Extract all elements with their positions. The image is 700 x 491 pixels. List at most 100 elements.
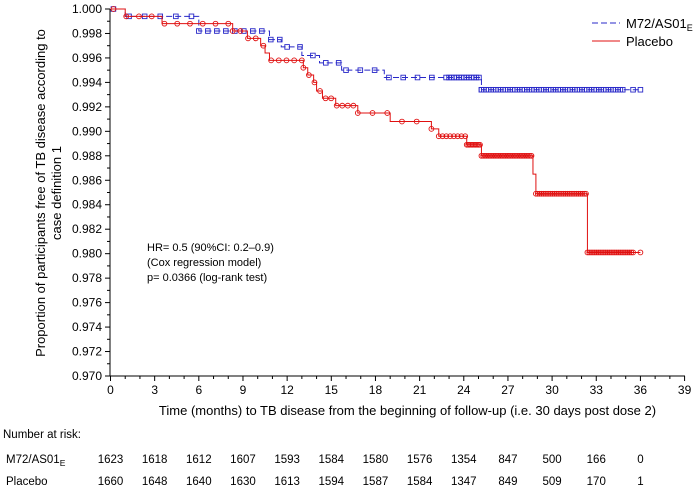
legend-label-subscript: E (687, 23, 693, 33)
censor-mark (252, 35, 259, 42)
censor-mark (343, 67, 349, 73)
censor-mark (564, 190, 571, 197)
censor-mark (588, 249, 594, 256)
legend-label-name: Placebo (626, 34, 673, 49)
censor-mark (275, 57, 282, 64)
censor-mark (620, 86, 626, 93)
risk-count: 1 (637, 476, 643, 488)
censor-mark (399, 118, 405, 125)
censor-mark (560, 190, 567, 197)
censor-mark (533, 190, 539, 197)
legend-label: Placebo (626, 34, 673, 49)
censor-mark (476, 74, 482, 81)
censor-mark (583, 190, 589, 197)
censor-mark (443, 74, 449, 81)
censor-mark (335, 60, 342, 66)
x-tick-label: 18 (369, 383, 383, 397)
y-tick-label: 0.986 (72, 173, 102, 187)
censor-mark (333, 102, 340, 109)
censor-mark (260, 42, 267, 49)
censor-mark (613, 249, 620, 256)
x-tick-label: 33 (590, 383, 604, 397)
risk-count: 1347 (451, 476, 477, 488)
censor-mark (212, 20, 219, 27)
censor-mark (553, 190, 560, 197)
censor-mark (630, 249, 636, 256)
censor-mark (599, 249, 605, 256)
censor-mark (622, 249, 629, 256)
censor-mark (590, 249, 596, 256)
censor-mark (593, 249, 600, 256)
censor-mark (344, 102, 351, 109)
censor-mark (538, 190, 545, 197)
censor-mark (322, 95, 329, 102)
censor-mark (562, 190, 569, 197)
y-axis-title-line2: case definition 1 (49, 146, 64, 240)
censor-mark (245, 35, 251, 42)
y-tick-label: 0.982 (72, 222, 102, 236)
censor-mark (328, 95, 334, 102)
labels: 0.970 0.972 0.974 0.976 0.978 0.980 0.982 0.984… (33, 2, 692, 418)
censor-mark (400, 74, 406, 81)
censor-mark (617, 249, 624, 256)
censor-mark (371, 67, 378, 73)
risk-row-name: Placebo (6, 476, 48, 488)
censor-mark (579, 190, 586, 197)
risk-count: 1584 (407, 476, 433, 488)
censor-mark (443, 133, 450, 140)
censor-mark (250, 28, 256, 34)
x-tick-label: 6 (195, 383, 202, 397)
risk-count: 509 (543, 476, 562, 488)
censor-mark (188, 13, 195, 20)
censor-mark (477, 141, 483, 148)
censor-mark (546, 190, 552, 197)
censor-mark (581, 190, 587, 197)
censor-mark (570, 190, 576, 197)
censor-mark (339, 102, 346, 109)
risk-row-label: Placebo (6, 476, 48, 488)
censor-mark (123, 13, 130, 20)
series-placebo (110, 6, 644, 256)
censor-mark (323, 60, 329, 66)
censor-mark (575, 190, 582, 197)
censor-mark (608, 249, 615, 256)
censor-mark (136, 13, 142, 20)
risk-count: 1594 (319, 476, 345, 488)
censor-mark (354, 110, 361, 116)
censor-mark (299, 57, 305, 64)
censor-mark (621, 249, 627, 256)
risk-count: 1607 (230, 454, 256, 466)
censor-mark (628, 249, 635, 256)
risk-table: Number at risk: M72/AS01E 1623 1618 1612 1607… (3, 429, 644, 488)
censor-mark (551, 190, 558, 197)
censor-mark (311, 79, 318, 86)
x-tick-label: 36 (634, 383, 648, 397)
censor-mark (591, 249, 598, 256)
censor-mark (214, 28, 220, 34)
censor-mark (284, 44, 290, 50)
y-tick-label: 0.996 (72, 51, 102, 65)
y-axis-title: Proportion of participants free of TB di… (33, 29, 64, 357)
censor-mark (386, 74, 392, 81)
censor-mark (637, 86, 644, 93)
censor-mark (451, 133, 457, 140)
censor-mark (428, 126, 435, 132)
risk-count: 1354 (451, 454, 477, 466)
x-tick-label: 39 (678, 383, 692, 397)
axes (105, 8, 686, 381)
risk-count: 1576 (407, 454, 433, 466)
censor-mark (161, 20, 168, 27)
censor-mark (174, 20, 181, 27)
censor-mark (534, 190, 541, 197)
censor-mark (196, 28, 202, 34)
legend-label-name: M72/AS01 (626, 16, 687, 31)
risk-count: 500 (543, 454, 562, 466)
x-tick-label: 30 (545, 383, 559, 397)
y-tick-label: 0.974 (72, 320, 102, 334)
censor-mark (606, 249, 613, 256)
risk-count: 1640 (186, 476, 212, 488)
censor-mark (454, 133, 461, 140)
censor-mark (173, 13, 179, 20)
stats-annotation: p= 0.0366 (log-rank test) (147, 272, 267, 284)
risk-count: 1630 (230, 476, 256, 488)
